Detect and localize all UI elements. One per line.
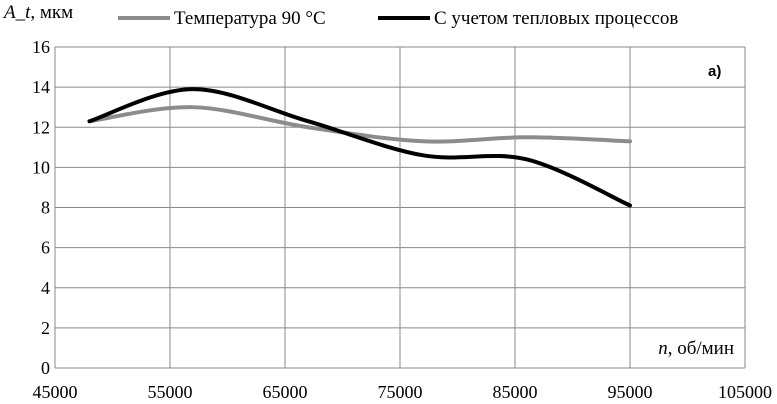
x-tick-label-5: 95000	[608, 382, 653, 402]
legend-label-thermal: С учетом тепловых процессов	[434, 8, 678, 29]
x-tick-labels: 45000 55000 65000 75000 85000 95000 105000	[33, 382, 773, 402]
x-tick-label-6: 105000	[718, 382, 772, 402]
x-axis-title: n, об/мин	[658, 338, 734, 359]
y-tick-label-6: 12	[32, 117, 50, 137]
series-line-thermal	[87, 87, 632, 208]
legend: Температура 90 °С С учетом тепловых проц…	[118, 8, 678, 29]
y-tick-label-1: 2	[41, 318, 50, 338]
series-layer	[87, 87, 632, 208]
panel-label: а)	[708, 63, 721, 80]
x-tick-label-3: 75000	[378, 382, 423, 402]
y-tick-labels: 0 2 4 6 8 10 12 14 16	[32, 37, 50, 378]
x-axis-unit: , об/мин	[668, 338, 734, 359]
x-tick-label-2: 65000	[263, 382, 308, 402]
y-tick-label-5: 10	[32, 157, 50, 177]
y-tick-label-3: 6	[41, 238, 50, 258]
y-axis-title: A_t, мкм	[2, 2, 73, 23]
x-tick-label-0: 45000	[33, 382, 78, 402]
grid	[54, 46, 746, 369]
series-line-temperature	[87, 105, 632, 144]
x-tick-label-1: 55000	[148, 382, 193, 402]
y-tick-label-2: 4	[41, 278, 50, 298]
y-axis-unit: , мкм	[30, 2, 73, 23]
y-tick-label-8: 16	[32, 37, 50, 57]
legend-label-temperature: Температура 90 °С	[174, 8, 326, 29]
x-axis-variable: n	[658, 338, 668, 359]
y-tick-label-7: 14	[32, 77, 50, 97]
y-axis-variable: A_t	[2, 2, 31, 23]
y-tick-label-0: 0	[41, 358, 50, 378]
x-tick-label-4: 85000	[493, 382, 538, 402]
y-tick-label-4: 8	[41, 198, 50, 218]
